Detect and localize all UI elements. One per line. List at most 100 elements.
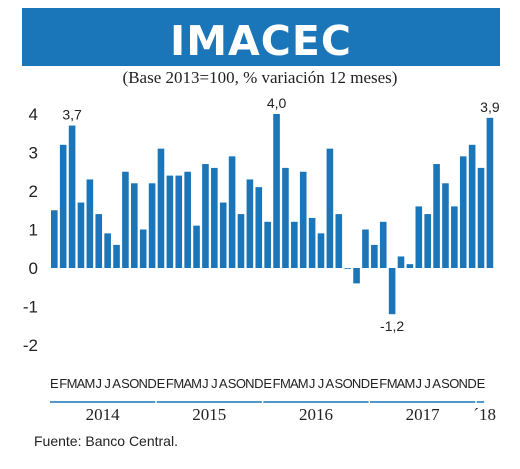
month-label: D: [147, 376, 156, 391]
bar: [415, 206, 423, 268]
month-label: F: [59, 376, 67, 391]
bar: [148, 183, 156, 268]
month-label: N: [459, 376, 468, 391]
month-label: M: [84, 376, 95, 391]
month-label: M: [280, 376, 291, 391]
bar: [95, 214, 103, 268]
bar: [406, 264, 414, 268]
data-label: 3,7: [62, 107, 82, 123]
bar: [362, 229, 369, 268]
bar: [59, 144, 67, 268]
month-label: F: [379, 376, 387, 391]
bar: [468, 144, 476, 268]
month-label: S: [228, 376, 237, 391]
month-label: A: [183, 376, 192, 391]
bar: [291, 221, 298, 268]
month-label: J: [202, 376, 209, 391]
month-label: J: [416, 376, 423, 391]
bar: [202, 164, 209, 268]
month-label: E: [157, 376, 166, 391]
month-label: O: [236, 376, 246, 391]
bar: [246, 179, 254, 268]
bar: [273, 114, 280, 268]
month-label: A: [112, 376, 121, 391]
bar: [344, 268, 351, 269]
month-label: A: [219, 376, 228, 391]
month-label: A: [432, 376, 441, 391]
month-label: J: [211, 376, 218, 391]
bar: [326, 148, 334, 268]
bar: [308, 217, 316, 268]
bar: [282, 167, 289, 268]
month-label: J: [318, 376, 325, 391]
bar: [113, 244, 120, 268]
month-label: A: [326, 376, 335, 391]
month-label: A: [290, 376, 299, 391]
month-label: J: [309, 376, 316, 391]
month-label: S: [441, 376, 450, 391]
bar: [442, 183, 449, 268]
month-label: F: [166, 376, 174, 391]
month-label: E: [370, 376, 379, 391]
bar: [459, 156, 467, 268]
bar: [157, 148, 165, 268]
year-label: ´18: [473, 405, 496, 424]
month-label: O: [449, 376, 459, 391]
bar: [397, 256, 405, 268]
bar: [219, 202, 227, 268]
bar: [433, 164, 440, 268]
month-label: N: [139, 376, 148, 391]
source-note: Fuente: Banco Central.: [34, 433, 178, 449]
bar: [86, 179, 94, 268]
bar: [255, 187, 263, 268]
bar: [122, 171, 129, 268]
month-label: M: [191, 376, 202, 391]
month-label: D: [254, 376, 263, 391]
bar: [193, 225, 200, 268]
bar: [228, 156, 236, 268]
month-label: D: [467, 376, 476, 391]
month-label: S: [334, 376, 343, 391]
month-label: J: [424, 376, 431, 391]
bar: [77, 202, 85, 268]
month-label: E: [263, 376, 272, 391]
month-label: S: [121, 376, 130, 391]
bar: [299, 171, 307, 268]
month-label: M: [67, 376, 78, 391]
bar: [166, 175, 174, 268]
bar: [317, 233, 325, 268]
month-label: M: [404, 376, 415, 391]
month-label: M: [173, 376, 184, 391]
y-tick-label: -1: [23, 298, 38, 317]
y-tick-label: 3: [29, 144, 38, 163]
bar: [388, 268, 396, 315]
bar: [104, 233, 111, 268]
month-label: N: [352, 376, 361, 391]
year-label: 2017: [406, 405, 441, 424]
bar: [335, 214, 343, 268]
title-banner: IMACEC: [22, 8, 500, 66]
month-label: O: [343, 376, 353, 391]
bar: [371, 244, 378, 268]
month-label: J: [96, 376, 103, 391]
chart-title: IMACEC: [170, 17, 352, 65]
y-tick-label: 1: [29, 221, 38, 240]
bar: [211, 167, 218, 268]
bar: [139, 229, 147, 268]
bar: [477, 167, 485, 268]
month-label: A: [397, 376, 406, 391]
bar: [424, 214, 431, 268]
month-label: D: [361, 376, 370, 391]
bar: [184, 171, 191, 268]
year-label: 2015: [192, 405, 226, 424]
month-label: E: [50, 376, 59, 391]
month-label: F: [273, 376, 281, 391]
data-label: -1,2: [380, 318, 404, 334]
data-label: 3,9: [480, 99, 500, 115]
bar: [264, 221, 271, 268]
data-label: 4,0: [267, 95, 287, 111]
month-label: M: [298, 376, 309, 391]
bar: [131, 183, 138, 268]
bar: [379, 221, 387, 268]
